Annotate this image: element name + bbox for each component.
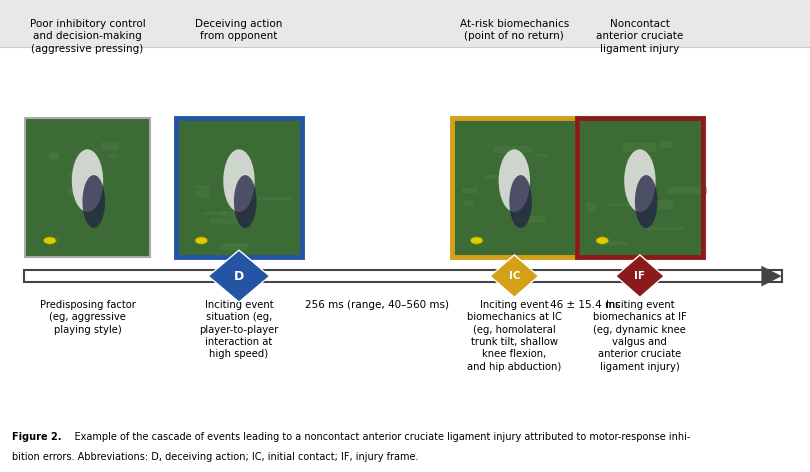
Bar xyxy=(68,189,81,193)
Bar xyxy=(622,143,656,152)
Bar xyxy=(195,186,211,189)
Text: Inciting event
biomechanics at IF
(eg, dynamic knee
valgus and
anterior cruciate: Inciting event biomechanics at IF (eg, d… xyxy=(593,300,687,372)
Ellipse shape xyxy=(234,175,257,228)
Ellipse shape xyxy=(83,175,105,228)
Bar xyxy=(220,211,235,218)
Bar xyxy=(645,227,684,229)
Bar xyxy=(50,152,59,159)
Ellipse shape xyxy=(499,149,530,212)
Bar xyxy=(667,187,707,194)
Bar xyxy=(66,188,88,195)
Bar xyxy=(578,118,702,257)
Bar xyxy=(176,118,301,257)
Circle shape xyxy=(44,237,56,244)
Bar xyxy=(452,118,577,257)
Text: IF: IF xyxy=(634,271,646,281)
Bar xyxy=(210,218,238,224)
Bar xyxy=(24,118,151,257)
Bar xyxy=(659,142,672,148)
Bar xyxy=(221,244,247,250)
Text: Inciting event
biomechanics at IC
(eg, homolateral
trunk tilt, shallow
knee flex: Inciting event biomechanics at IC (eg, h… xyxy=(467,300,562,372)
Bar xyxy=(45,238,59,243)
Bar xyxy=(535,153,548,157)
Bar xyxy=(257,197,292,200)
Bar xyxy=(462,188,478,193)
Bar xyxy=(68,171,76,176)
Text: Noncontact
anterior cruciate
ligament injury: Noncontact anterior cruciate ligament in… xyxy=(596,19,684,54)
Bar xyxy=(203,211,226,215)
Bar xyxy=(101,143,119,150)
Bar xyxy=(464,200,473,206)
Bar xyxy=(506,171,524,177)
Ellipse shape xyxy=(635,175,658,228)
Bar xyxy=(47,154,58,159)
Polygon shape xyxy=(616,255,664,297)
Circle shape xyxy=(471,237,483,244)
Bar xyxy=(607,202,640,206)
Ellipse shape xyxy=(625,149,655,212)
Polygon shape xyxy=(761,266,782,287)
Text: D: D xyxy=(234,270,244,283)
Text: Deceiving action
from opponent: Deceiving action from opponent xyxy=(195,19,283,41)
Bar xyxy=(24,270,782,282)
Bar xyxy=(228,243,249,245)
Bar xyxy=(492,146,532,153)
Text: IC: IC xyxy=(509,271,520,281)
Polygon shape xyxy=(208,250,270,302)
Bar xyxy=(26,118,149,257)
Text: Figure 2.: Figure 2. xyxy=(12,432,62,442)
Text: bition errors. Abbreviations: D, deceiving action; IC, initial contact; IF, inju: bition errors. Abbreviations: D, deceivi… xyxy=(12,452,419,462)
Circle shape xyxy=(195,237,207,244)
Text: Example of the cascade of events leading to a noncontact anterior cruciate ligam: Example of the cascade of events leading… xyxy=(62,432,691,442)
Bar xyxy=(515,216,545,223)
Bar xyxy=(506,166,524,169)
Bar xyxy=(108,155,118,158)
Text: 256 ms (range, 40–560 ms): 256 ms (range, 40–560 ms) xyxy=(305,300,449,310)
Text: 46 ± 15.4 ms: 46 ± 15.4 ms xyxy=(550,300,620,310)
Bar xyxy=(196,190,210,198)
Circle shape xyxy=(596,237,608,244)
Text: At-risk biomechanics
(point of no return): At-risk biomechanics (point of no return… xyxy=(460,19,569,41)
Bar xyxy=(484,176,506,179)
Bar xyxy=(177,118,301,257)
Text: Inciting event
situation (eg,
player-to-player
interaction at
high speed): Inciting event situation (eg, player-to-… xyxy=(199,300,279,359)
Bar xyxy=(452,118,577,257)
Ellipse shape xyxy=(72,149,103,212)
Bar xyxy=(600,241,628,244)
Bar xyxy=(577,118,703,257)
Bar xyxy=(648,200,673,209)
Ellipse shape xyxy=(509,175,532,228)
Ellipse shape xyxy=(224,149,254,212)
Text: Predisposing factor
(eg, aggressive
playing style): Predisposing factor (eg, aggressive play… xyxy=(40,300,135,335)
Text: Poor inhibitory control
and decision-making
(aggressive pressing): Poor inhibitory control and decision-mak… xyxy=(30,19,145,54)
Bar xyxy=(586,202,595,211)
Polygon shape xyxy=(490,255,539,297)
Bar xyxy=(0,0,810,47)
